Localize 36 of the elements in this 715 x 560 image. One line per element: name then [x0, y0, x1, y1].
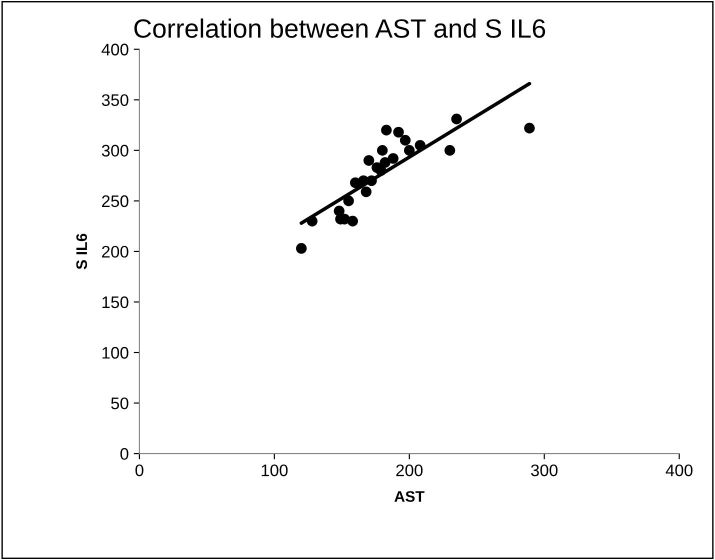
- point: [393, 126, 404, 138]
- point: [347, 216, 358, 226]
- x-tick-label: 0: [135, 464, 144, 476]
- x-tick-label: 200: [396, 464, 423, 476]
- y-tick-label: 350: [102, 94, 128, 106]
- y-tick-label: 300: [102, 144, 128, 157]
- y-tick-label: 150: [102, 296, 128, 308]
- point: [296, 243, 307, 254]
- point: [400, 134, 411, 146]
- y-tick-label: 200: [102, 246, 128, 258]
- point: [414, 140, 426, 151]
- point: [381, 124, 392, 136]
- y-tick-label: 50: [111, 397, 128, 410]
- y-tick-label: 250: [102, 195, 128, 208]
- point: [388, 153, 398, 164]
- point: [380, 157, 390, 168]
- point: [376, 165, 386, 176]
- y-tick-label: 100: [102, 346, 128, 359]
- x-tick-label: 400: [666, 464, 693, 476]
- point: [366, 175, 377, 186]
- point: [363, 155, 374, 166]
- point: [444, 145, 456, 156]
- x-axis-title: AST: [394, 491, 424, 502]
- point: [306, 216, 318, 226]
- point: [451, 114, 462, 124]
- x-tick-label: 300: [531, 464, 558, 476]
- point: [343, 196, 354, 206]
- chart-title: Correlation between AST and S IL6: [134, 18, 546, 38]
- y-axis-title: S IL6: [76, 234, 88, 270]
- y-tick-label: 0: [120, 448, 128, 460]
- point: [376, 145, 388, 156]
- point: [404, 145, 415, 156]
- x-tick-label: 100: [262, 464, 288, 476]
- y-tick-label: 400: [102, 44, 128, 56]
- point: [524, 122, 535, 134]
- point: [360, 186, 372, 198]
